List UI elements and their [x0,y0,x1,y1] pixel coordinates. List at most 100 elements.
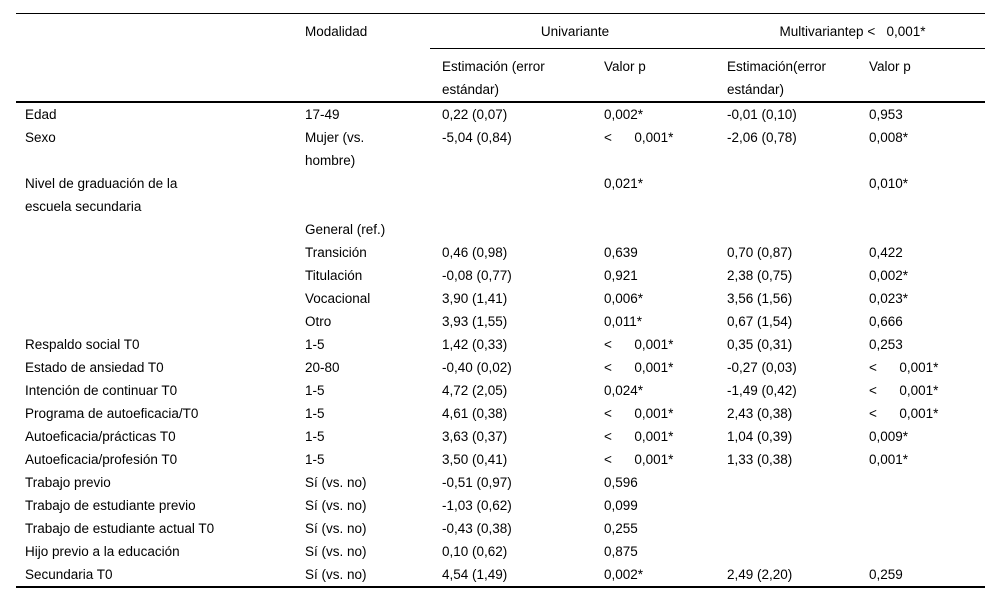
subheader-valor-p-multivariante: Valor p [860,48,986,103]
cell-estimacion-multivariante: -0,27 (0,03) [727,360,797,375]
cell-valor-p-univariante: 0,021* [604,176,644,191]
cell-valor-p-univariante [595,218,715,241]
table-row: Intención de continuar T0 1-5 4,72 (2,05… [16,379,985,402]
cell-estimacion-univariante [430,218,595,241]
cell-valor-p-univariante: 0,002* [595,563,716,588]
subheader-empty-modalidad [296,48,430,103]
cell-modalidad: Sí (vs. no) [305,521,367,536]
cell-valor-p-univariante: < 0,001* [604,130,674,145]
cell-estimacion-multivariante: 1,33 (0,38) [727,452,793,467]
cell-variable-label: Intención de continuar T0 [25,383,178,398]
cell-variable-label: Autoeficacia/profesión T0 [25,452,178,467]
cell-estimacion-multivariante [715,517,860,540]
header-modalidad: Modalidad [296,13,430,49]
cell-variable-label: Programa de autoeficacia/T0 [25,406,199,421]
cell-modalidad: 1-5 [305,383,325,398]
cell-valor-p-multivariante: 0,953 [869,107,903,122]
cell-valor-p-multivariante: 0,259 [860,563,986,588]
cell-valor-p-univariante: < 0,001* [604,452,674,467]
cell-variable-label [16,218,296,241]
cell-valor-p-multivariante [860,540,985,563]
cell-estimacion-univariante: 3,93 (1,55) [442,314,508,329]
cell-estimacion-multivariante: 2,49 (2,20) [715,563,861,588]
cell-estimacion-univariante: 4,61 (0,38) [442,406,508,421]
cell-valor-p-multivariante: 0,001* [869,452,909,467]
cell-valor-p-univariante: 0,006* [604,291,644,306]
cell-estimacion-multivariante: -1,49 (0,42) [727,383,797,398]
cell-valor-p-univariante: 0,024* [604,383,644,398]
table-row: Programa de autoeficacia/T0 1-5 4,61 (0,… [16,402,985,425]
cell-valor-p-multivariante: 0,010* [869,176,909,191]
cell-estimacion-multivariante: 2,38 (0,75) [727,268,793,283]
header-group-multivariante: Multivariantep < 0,001* [715,13,986,49]
table-row: Trabajo de estudiante previo Sí (vs. no)… [16,494,985,517]
cell-estimacion-multivariante: 2,43 (0,38) [727,406,793,421]
cell-variable-label: Hijo previo a la educación [25,544,180,559]
cell-valor-p-univariante: < 0,001* [604,360,674,375]
subheader-estimacion-univariante: Estimación (error estándar) [430,48,595,103]
cell-variable-label: Secundaria T0 [16,563,296,588]
cell-modalidad: Vocacional [305,291,371,306]
table-row: Sexo Mujer (vs. hombre) -5,04 (0,84) < 0… [16,126,985,172]
cell-valor-p-multivariante [860,517,985,540]
cell-modalidad: Titulación [305,268,363,283]
cell-valor-p-univariante: 0,639 [604,245,638,260]
cell-estimacion-univariante: 0,46 (0,98) [442,245,508,260]
cell-valor-p-multivariante: 0,666 [869,314,903,329]
cell-variable-label [16,241,296,264]
cell-estimacion-univariante: 0,10 (0,62) [442,544,508,559]
table-row: Otro 3,93 (1,55) 0,011* 0,67 (1,54) 0,66… [16,310,985,333]
header-group-univariante: Univariante [430,13,716,49]
cell-variable-label [16,310,296,333]
cell-estimacion-univariante [430,172,595,218]
cell-estimacion-univariante: -0,43 (0,38) [442,521,512,536]
header-group-row: Modalidad Univariante Multivariantep < 0… [16,13,986,49]
cell-estimacion-multivariante [715,540,860,563]
cell-variable-label: Respaldo social T0 [25,337,140,352]
table-header: Modalidad Univariante Multivariantep < 0… [16,13,986,103]
cell-valor-p-univariante: 0,921 [604,268,638,283]
cell-modalidad: 1-5 [305,337,325,352]
cell-estimacion-univariante: 1,42 (0,33) [442,337,508,352]
cell-valor-p-multivariante: 0,422 [869,245,903,260]
cell-valor-p-multivariante [860,471,985,494]
table-row: Estado de ansiedad T0 20-80 -0,40 (0,02)… [16,356,985,379]
cell-estimacion-univariante: 3,63 (0,37) [442,429,508,444]
cell-estimacion-univariante: 3,90 (1,41) [442,291,508,306]
cell-estimacion-multivariante [715,471,860,494]
cell-variable-label: Sexo [25,130,56,145]
cell-modalidad: Sí (vs. no) [305,544,367,559]
cell-valor-p-multivariante: 0,008* [869,130,909,145]
cell-estimacion-multivariante [715,494,860,517]
cell-variable-label: Autoeficacia/prácticas T0 [25,429,176,444]
cell-estimacion-univariante: -0,51 (0,97) [442,475,512,490]
cell-modalidad: Sí (vs. no) [305,498,367,513]
table-row: Respaldo social T0 1-5 1,42 (0,33) < 0,0… [16,333,985,356]
cell-variable-label: Edad [25,107,57,122]
table-row: Autoeficacia/prácticas T0 1-5 3,63 (0,37… [16,425,985,448]
cell-estimacion-multivariante: 0,35 (0,31) [727,337,793,352]
cell-estimacion-multivariante: -0,01 (0,10) [727,107,797,122]
cell-variable-label: Estado de ansiedad T0 [25,360,164,375]
cell-estimacion-univariante: -5,04 (0,84) [442,130,512,145]
cell-estimacion-multivariante: 0,70 (0,87) [727,245,793,260]
cell-modalidad: 1-5 [305,429,325,444]
cell-variable-label: Trabajo de estudiante actual T0 [25,521,215,536]
cell-modalidad: Otro [305,314,332,329]
cell-estimacion-univariante: 4,72 (2,05) [442,383,508,398]
regression-results-table: Modalidad Univariante Multivariantep < 0… [16,13,986,588]
cell-estimacion-multivariante: 0,67 (1,54) [727,314,793,329]
cell-valor-p-multivariante: < 0,001* [869,383,939,398]
table-row: Transición 0,46 (0,98) 0,639 0,70 (0,87)… [16,241,985,264]
cell-modalidad: Sí (vs. no) [305,475,367,490]
subheader-empty-label [16,48,296,103]
header-sub-row: Estimación (error estándar) Valor p Esti… [16,48,986,103]
table-row: Trabajo de estudiante actual T0 Sí (vs. … [16,517,985,540]
cell-valor-p-multivariante: 0,002* [869,268,909,283]
cell-variable-label: Trabajo previo [25,475,111,490]
table-row: Vocacional 3,90 (1,41) 0,006* 3,56 (1,56… [16,287,985,310]
cell-modalidad: Mujer (vs. hombre) [305,130,365,168]
table-row: Autoeficacia/profesión T0 1-5 3,50 (0,41… [16,448,985,471]
table-row: Nivel de graduación de la escuela secund… [16,172,985,218]
